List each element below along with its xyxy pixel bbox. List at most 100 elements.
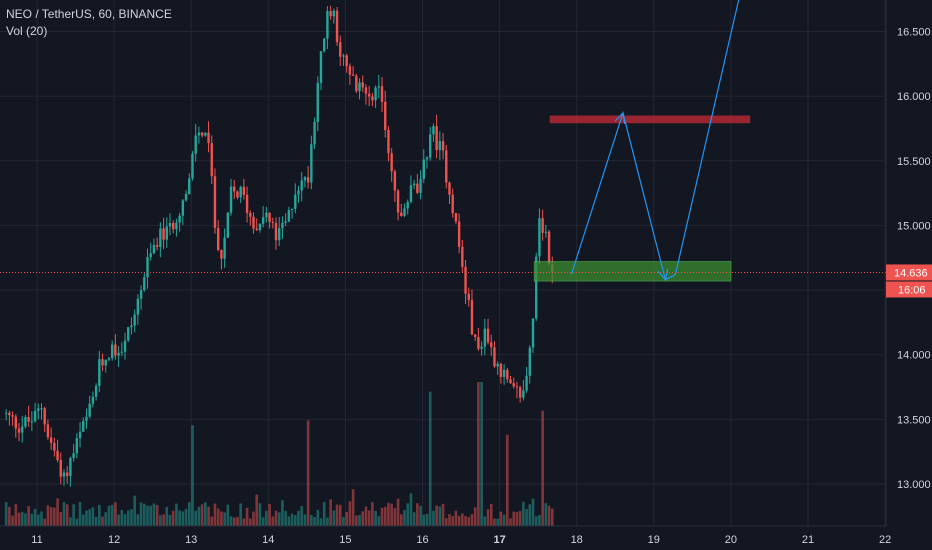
countdown-value: 16:06 xyxy=(898,284,926,296)
volume-bar xyxy=(107,505,111,526)
candle-body xyxy=(390,153,393,172)
candle-body xyxy=(78,431,82,439)
volume-bar xyxy=(486,509,490,526)
volume-bar xyxy=(348,501,352,526)
volume-bar xyxy=(223,512,226,526)
volume-bar xyxy=(518,510,522,526)
volume-bar xyxy=(216,508,220,526)
volume-bar xyxy=(40,511,43,526)
candle-body xyxy=(110,344,114,359)
volume-bar xyxy=(65,504,69,526)
volume-bar xyxy=(130,509,133,526)
candle-body xyxy=(281,222,284,229)
volume-indicator-label[interactable]: Vol (20) xyxy=(6,24,48,38)
volume-bar xyxy=(300,505,304,526)
volume-bar xyxy=(358,515,361,526)
candle-body xyxy=(75,438,79,454)
candle-body xyxy=(204,132,207,136)
candle-body xyxy=(62,472,66,477)
candle-body xyxy=(88,403,91,417)
volume-bar xyxy=(432,510,435,526)
volume-bar xyxy=(396,498,400,526)
candle-body xyxy=(371,96,374,101)
candle-body xyxy=(104,359,107,366)
volume-bar xyxy=(335,504,339,526)
volume-bar xyxy=(117,514,120,526)
volume-bar xyxy=(245,507,249,526)
candle-body xyxy=(271,221,274,224)
candle-body xyxy=(236,191,239,198)
volume-bar xyxy=(220,511,223,526)
candle-body xyxy=(422,159,425,179)
annotations[interactable] xyxy=(0,0,886,282)
candle-body xyxy=(454,213,458,222)
candle-body xyxy=(223,237,226,259)
last-price-tag xyxy=(886,264,932,281)
last-price-value: 14.636 xyxy=(894,267,928,279)
volume-bar xyxy=(72,504,75,526)
volume-bar xyxy=(550,508,554,526)
candle-body xyxy=(335,10,339,43)
candle-body xyxy=(200,132,204,136)
volume-bar xyxy=(467,517,471,526)
volume-bar xyxy=(274,510,278,526)
volume-bar xyxy=(146,505,149,526)
volume-bar xyxy=(515,512,519,526)
volume-bar xyxy=(197,506,201,526)
volume-bar xyxy=(303,514,307,526)
volume-bar xyxy=(178,510,181,526)
candle-body xyxy=(117,352,120,356)
resistance-zone xyxy=(549,115,751,124)
x-tick-label: 18 xyxy=(571,534,583,546)
time-axis[interactable]: 11 12 13 14 15 16 17 18 19 20 21 22 xyxy=(31,534,891,546)
candle-body xyxy=(429,134,432,158)
volume-bar xyxy=(261,517,265,526)
volume-bar xyxy=(81,514,85,526)
volume-bar xyxy=(236,517,239,526)
volume-bar xyxy=(509,518,512,526)
candle-body xyxy=(535,256,538,319)
volume-bar xyxy=(342,517,345,526)
candle-body xyxy=(191,153,194,179)
volume-bar xyxy=(531,498,535,526)
x-tick-label: 22 xyxy=(879,534,891,546)
volume-bar xyxy=(152,503,156,526)
candle-body xyxy=(528,347,531,376)
volume-bar xyxy=(114,502,117,526)
volume-bar xyxy=(525,508,528,526)
y-tick-label: 15.000 xyxy=(897,220,931,232)
candle-body xyxy=(69,457,72,476)
volume-bar xyxy=(98,504,101,526)
candles xyxy=(4,5,554,487)
candle-body xyxy=(448,182,451,195)
volume-bar xyxy=(184,508,188,526)
candle-body xyxy=(59,459,62,477)
volume-bar xyxy=(435,505,438,526)
volume-bar xyxy=(290,513,294,526)
candle-body xyxy=(319,51,323,84)
candle-body xyxy=(146,257,149,278)
volume-bar xyxy=(438,506,442,526)
volume-bar xyxy=(91,507,95,526)
candle-body xyxy=(139,290,143,299)
volume-bar xyxy=(11,515,14,526)
x-tick-label: 17 xyxy=(493,534,505,546)
volume-bar xyxy=(383,506,387,526)
volume-bar xyxy=(473,507,477,526)
candle-body xyxy=(432,126,435,135)
candle-body xyxy=(522,390,525,398)
candle-body xyxy=(123,340,127,352)
candle-body xyxy=(419,178,422,193)
candle-body xyxy=(515,386,519,388)
candle-body xyxy=(184,194,188,201)
candle-body xyxy=(53,442,56,451)
volume-bar xyxy=(422,514,426,526)
symbol-title[interactable]: NEO / TetherUS, 60, BINANCE xyxy=(6,7,172,21)
y-tick-label: 14.000 xyxy=(897,350,931,362)
candle-body xyxy=(416,183,419,193)
candle-body xyxy=(98,359,101,387)
candle-body xyxy=(345,55,348,67)
volume-bar xyxy=(277,512,281,526)
candle-body xyxy=(322,38,326,52)
